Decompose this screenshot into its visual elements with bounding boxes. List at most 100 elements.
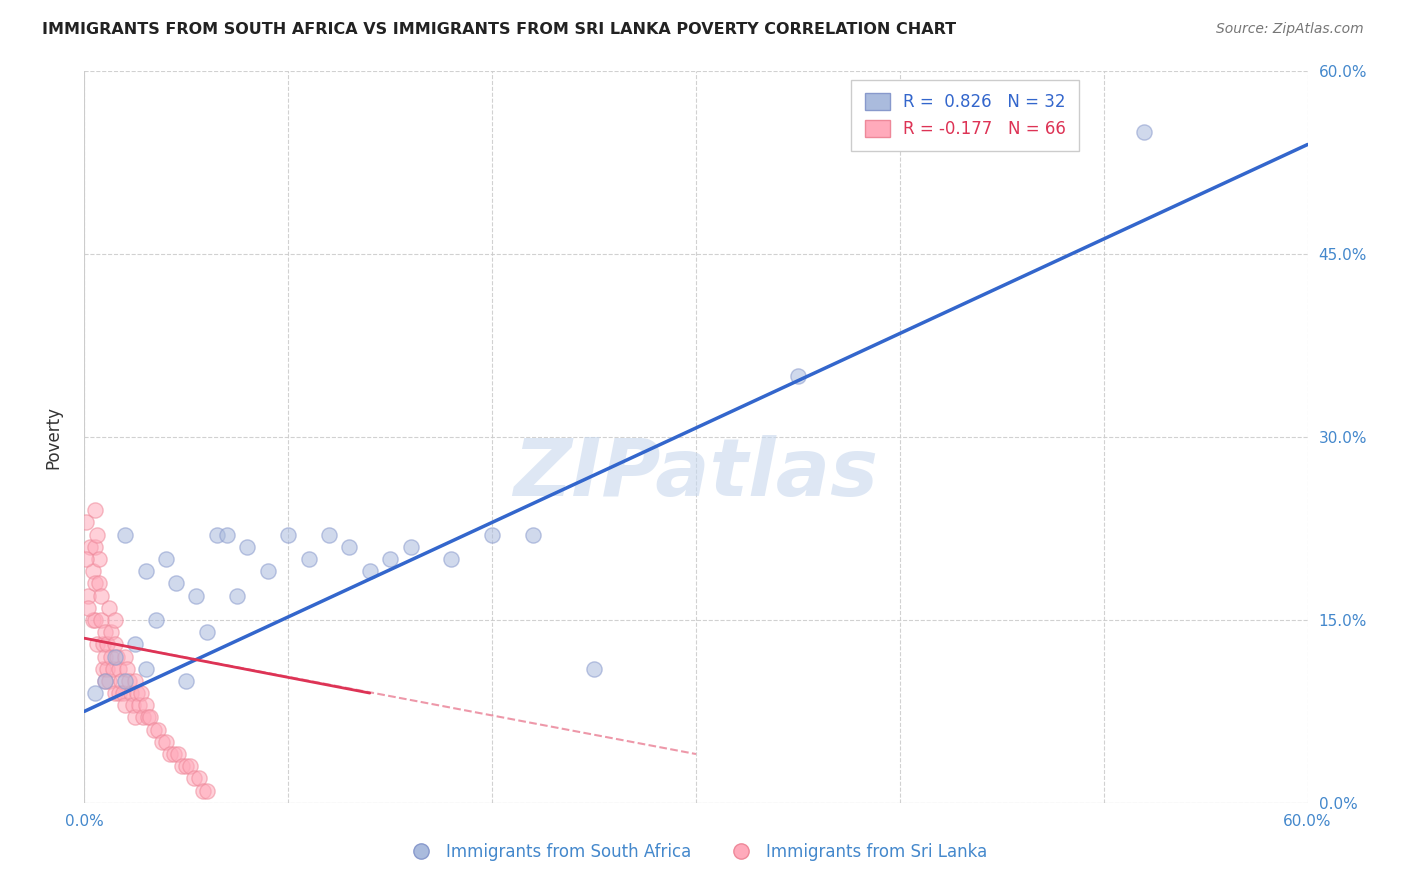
Point — [77, 600, 100, 615]
Point — [298, 552, 321, 566]
Point — [82, 564, 104, 578]
Point — [79, 540, 101, 554]
Point — [132, 710, 155, 724]
Point — [236, 540, 259, 554]
Point — [339, 540, 361, 554]
Point — [105, 649, 128, 664]
Point — [277, 527, 299, 541]
Point — [100, 625, 122, 640]
Point — [380, 552, 402, 566]
Text: ZIPatlas: ZIPatlas — [513, 434, 879, 513]
Point — [75, 552, 97, 566]
Point — [159, 747, 181, 761]
Point — [96, 637, 118, 651]
Point — [86, 637, 108, 651]
Point — [83, 503, 105, 517]
Point — [127, 686, 149, 700]
Point — [172, 759, 194, 773]
Point — [481, 527, 503, 541]
Point — [91, 637, 114, 651]
Point — [522, 527, 544, 541]
Point — [114, 698, 136, 713]
Point — [83, 613, 105, 627]
Point — [138, 710, 160, 724]
Point — [104, 686, 127, 700]
Text: IMMIGRANTS FROM SOUTH AFRICA VS IMMIGRANTS FROM SRI LANKA POVERTY CORRELATION CH: IMMIGRANTS FROM SOUTH AFRICA VS IMMIGRAN… — [42, 22, 956, 37]
Point — [179, 759, 201, 773]
Point — [97, 673, 120, 688]
Point — [257, 564, 280, 578]
Point — [163, 747, 186, 761]
Point — [104, 649, 127, 664]
Point — [118, 673, 141, 688]
Point — [108, 662, 131, 676]
Point — [112, 686, 135, 700]
Point — [195, 783, 218, 797]
Text: Source: ZipAtlas.com: Source: ZipAtlas.com — [1216, 22, 1364, 37]
Point — [83, 686, 105, 700]
Point — [87, 552, 110, 566]
Point — [115, 662, 138, 676]
Point — [165, 576, 187, 591]
Point — [359, 564, 381, 578]
Point — [93, 673, 115, 688]
Point — [186, 589, 208, 603]
Point — [75, 516, 97, 530]
Point — [101, 662, 124, 676]
Point — [187, 772, 209, 786]
Point — [174, 673, 197, 688]
Point — [1133, 125, 1156, 139]
Point — [155, 735, 177, 749]
Point — [135, 662, 157, 676]
Point — [124, 637, 146, 651]
Point — [83, 576, 105, 591]
Point — [318, 527, 340, 541]
Point — [77, 589, 100, 603]
Point — [90, 589, 112, 603]
Point — [128, 698, 150, 713]
Point — [120, 686, 142, 700]
Point — [93, 649, 115, 664]
Point — [86, 527, 108, 541]
Point — [97, 600, 120, 615]
Point — [135, 564, 157, 578]
Point — [583, 662, 606, 676]
Point — [114, 673, 136, 688]
Y-axis label: Poverty: Poverty — [44, 406, 62, 468]
Point — [146, 723, 169, 737]
Point — [205, 527, 228, 541]
Point — [96, 662, 118, 676]
Point — [83, 540, 105, 554]
Point — [195, 625, 218, 640]
Point — [122, 698, 145, 713]
Point — [155, 552, 177, 566]
Point — [104, 613, 127, 627]
Point — [114, 649, 136, 664]
Point — [100, 649, 122, 664]
Point — [787, 369, 810, 384]
Point — [124, 673, 146, 688]
Point — [136, 710, 159, 724]
Point — [82, 613, 104, 627]
Point — [440, 552, 463, 566]
Point — [114, 527, 136, 541]
Point — [174, 759, 197, 773]
Point — [142, 723, 165, 737]
Point — [108, 686, 131, 700]
Point — [399, 540, 422, 554]
Point — [226, 589, 249, 603]
Point — [150, 735, 173, 749]
Point — [167, 747, 190, 761]
Point — [145, 613, 167, 627]
Point — [131, 686, 153, 700]
Point — [191, 783, 214, 797]
Point — [110, 673, 132, 688]
Point — [124, 710, 146, 724]
Point — [87, 576, 110, 591]
Point — [93, 625, 115, 640]
Point — [93, 673, 115, 688]
Point — [183, 772, 205, 786]
Point — [217, 527, 239, 541]
Point — [135, 698, 157, 713]
Point — [91, 662, 114, 676]
